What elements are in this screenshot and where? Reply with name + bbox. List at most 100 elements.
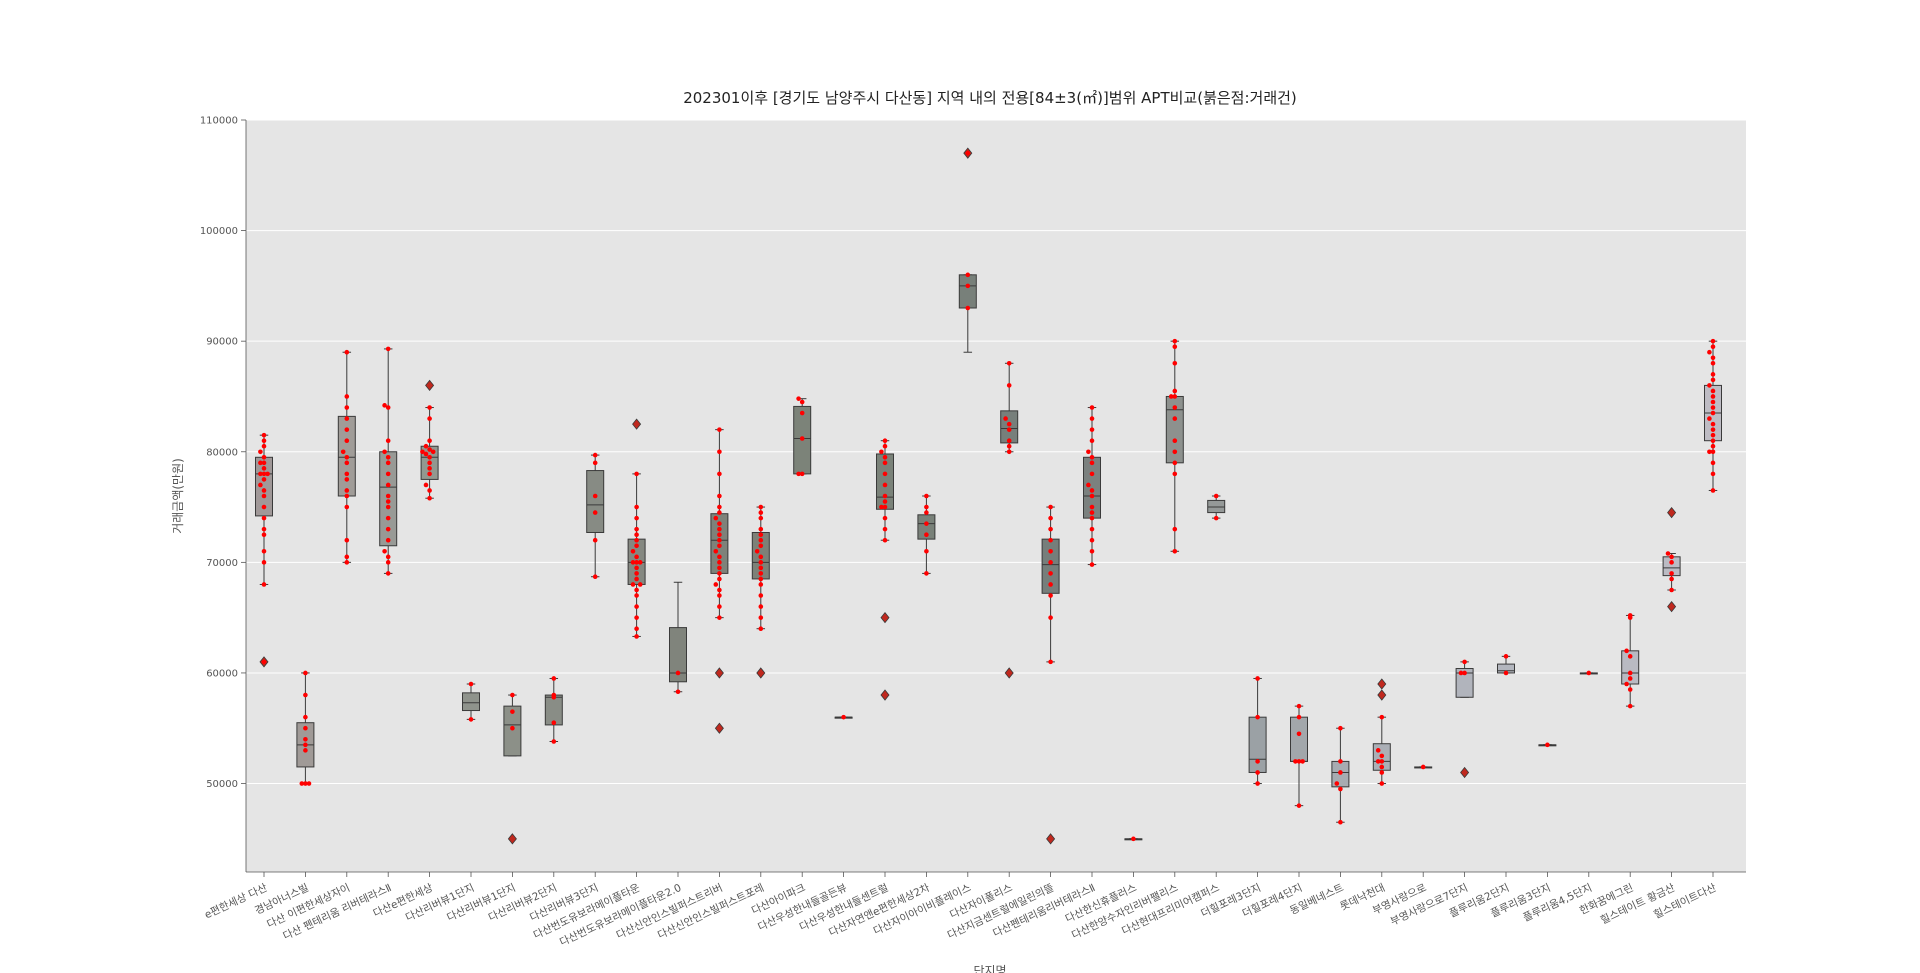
transaction-point (427, 416, 432, 421)
outlier-marker (880, 689, 890, 701)
transaction-point (758, 515, 764, 521)
transaction-point (634, 554, 639, 560)
box-group (1662, 506, 1681, 613)
transaction-point (344, 349, 350, 355)
transaction-point (1669, 587, 1674, 593)
transaction-point (882, 471, 888, 477)
transaction-point (1627, 613, 1633, 618)
box-group (544, 676, 563, 744)
transaction-point (551, 676, 557, 681)
transaction-point (592, 493, 598, 499)
transaction-point (758, 582, 764, 587)
box-group (1414, 764, 1433, 770)
transaction-point (634, 537, 639, 543)
transaction-point (261, 582, 267, 587)
transaction-point (385, 537, 391, 543)
transaction-point (717, 532, 722, 538)
transaction-point (1338, 759, 1343, 764)
transaction-point (1627, 676, 1633, 681)
transaction-point (382, 449, 387, 455)
outlier-marker (1460, 766, 1470, 779)
transaction-point (1710, 427, 1716, 432)
transaction-point (758, 537, 764, 543)
transaction-point (1503, 654, 1509, 659)
box-group (296, 670, 315, 786)
transaction-point (1624, 648, 1629, 654)
transaction-point (1089, 438, 1095, 444)
chart-title: 202301이후 [경기도 남양주시 다산동] 지역 내의 전용[84±3(㎡)… (683, 89, 1297, 107)
box-group (751, 504, 770, 679)
transaction-point (592, 460, 598, 466)
transaction-point (261, 548, 267, 554)
transaction-point (634, 615, 639, 620)
transaction-point (1048, 582, 1053, 587)
box-group (917, 493, 936, 576)
transaction-point (1089, 504, 1095, 510)
transaction-point (1006, 360, 1012, 366)
transaction-point (261, 471, 267, 477)
transaction-point (1379, 781, 1385, 786)
transaction-point (1710, 377, 1716, 383)
transaction-point (1172, 344, 1178, 350)
box-group (1579, 670, 1598, 676)
transaction-point (882, 460, 888, 466)
outlier-marker (1667, 600, 1677, 613)
transaction-point (385, 499, 391, 504)
transaction-point (1379, 753, 1385, 759)
transaction-point (796, 396, 801, 401)
box-iqr (669, 627, 687, 683)
transaction-point (1710, 372, 1716, 377)
outlier-marker (1377, 678, 1387, 690)
y-tick-label: 100000 (200, 226, 238, 237)
transaction-point (420, 449, 425, 455)
box-iqr (462, 692, 480, 712)
transaction-point (261, 432, 267, 438)
outlier-marker (756, 667, 766, 679)
transaction-point (427, 438, 432, 444)
transaction-point (1048, 537, 1053, 543)
y-tick-label: 90000 (206, 337, 238, 348)
transaction-point (713, 582, 719, 587)
transaction-point (1296, 703, 1302, 709)
transaction-point (717, 543, 722, 549)
transaction-point (1048, 593, 1053, 598)
transaction-point (1707, 449, 1712, 455)
transaction-point (344, 438, 350, 444)
box-group (1372, 678, 1391, 786)
transaction-point (344, 554, 350, 560)
transaction-point (1545, 742, 1550, 748)
transaction-point (382, 403, 387, 408)
x-axis-label: 단지명 (973, 964, 1006, 973)
transaction-point (1379, 714, 1385, 720)
transaction-point (427, 488, 432, 493)
transaction-point (261, 532, 267, 538)
box-iqr (1000, 410, 1019, 444)
transaction-point (717, 571, 722, 576)
transaction-point (1255, 781, 1260, 786)
transaction-point (799, 410, 805, 416)
transaction-point (924, 510, 929, 515)
transaction-point (385, 460, 391, 466)
transaction-point (1627, 670, 1633, 676)
transaction-point (1710, 360, 1716, 366)
transaction-point (882, 493, 888, 499)
transaction-point (1089, 510, 1095, 515)
grid-lines (246, 119, 1746, 785)
transaction-point (1710, 438, 1716, 444)
transaction-point (385, 515, 391, 521)
transaction-point (1375, 759, 1381, 764)
transaction-point (634, 471, 639, 477)
transaction-point (344, 471, 350, 477)
transaction-point (551, 720, 557, 726)
transaction-point (1710, 405, 1716, 410)
transaction-point (344, 504, 350, 510)
transaction-point (1293, 759, 1298, 764)
box-group (710, 427, 729, 734)
transaction-point (1707, 349, 1712, 355)
transaction-point (634, 532, 639, 538)
transaction-point (1255, 714, 1260, 720)
transaction-point (1172, 438, 1178, 444)
transaction-point (1710, 338, 1716, 344)
transaction-point (1669, 560, 1674, 565)
transaction-point (634, 560, 639, 565)
